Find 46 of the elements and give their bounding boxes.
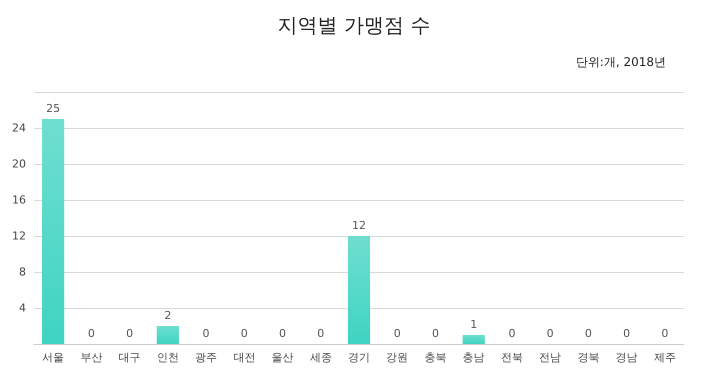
y-tick-label: 12: [12, 230, 26, 242]
bar: [462, 335, 485, 344]
data-label: 0: [88, 327, 95, 340]
x-tick-label: 세종: [310, 351, 332, 364]
data-label: 0: [623, 327, 630, 340]
data-label: 2: [164, 309, 172, 322]
x-tick-label: 강원: [386, 351, 408, 364]
chart-title: 지역별 가맹점 수: [278, 13, 430, 37]
data-label: 12: [352, 219, 366, 232]
data-label: 0: [279, 327, 286, 340]
bar: [156, 326, 179, 344]
data-label: 0: [584, 327, 592, 340]
y-tick-label: 16: [12, 194, 26, 206]
y-tick-label: 8: [19, 266, 26, 278]
x-tick-label: 제주: [654, 351, 676, 364]
x-tick-label: 경기: [348, 351, 370, 364]
y-tick-label: 4: [19, 302, 26, 314]
data-label: 0: [240, 327, 248, 340]
y-tick-label: 24: [12, 122, 26, 134]
x-tick-label: 경북: [577, 351, 600, 364]
x-tick-label: 인천: [156, 351, 179, 364]
x-tick-label: 충남: [462, 351, 485, 364]
x-tick-label: 부산: [80, 351, 102, 364]
x-tick-label: 경남: [616, 351, 638, 364]
data-label: 1: [470, 318, 478, 331]
data-label: 0: [661, 327, 668, 340]
x-tick-label: 울산: [272, 351, 294, 364]
x-tick-label: 전북: [500, 351, 523, 364]
data-label: 0: [202, 327, 210, 340]
data-label: 0: [508, 327, 516, 340]
x-tick-label: 대구: [118, 351, 141, 364]
data-label: 0: [432, 327, 439, 340]
data-label: 0: [126, 327, 134, 340]
data-label: 0: [546, 327, 554, 340]
bar: [348, 236, 370, 344]
text: 단위:개, 2018년: [576, 55, 666, 69]
data-label: 25: [46, 102, 60, 115]
y-tick-label: 20: [12, 158, 26, 170]
x-tick-label: 대전: [233, 351, 256, 364]
x-tick-label: 광주: [195, 351, 218, 364]
data-label: 0: [394, 327, 401, 340]
bar: [42, 119, 64, 344]
data-label: 0: [317, 327, 324, 340]
x-tick-label: 충북: [424, 351, 446, 364]
x-tick-label: 서울: [42, 351, 64, 364]
x-tick-label: 전남: [539, 351, 562, 364]
